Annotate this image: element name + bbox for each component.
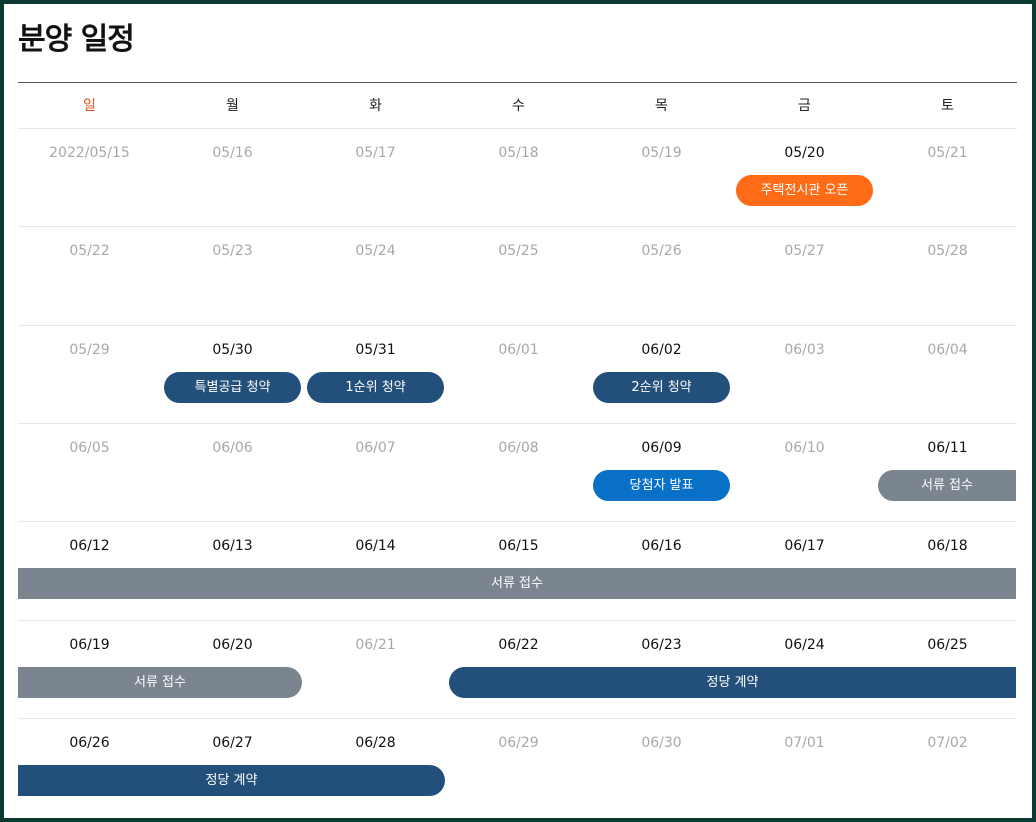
day-cell-date[interactable]: 06/04 xyxy=(927,342,968,358)
week-divider xyxy=(18,423,1017,424)
weekday-mon: 월 xyxy=(226,98,239,114)
page-title: 분양 일정 xyxy=(18,22,135,57)
week-divider xyxy=(18,325,1017,326)
week-divider xyxy=(18,620,1017,621)
event-bar[interactable]: 당첨자 발표 xyxy=(593,470,730,501)
event-bar[interactable]: 정당 계약 xyxy=(18,765,445,796)
event-bar[interactable]: 주택전시관 오픈 xyxy=(736,175,873,206)
day-cell-date[interactable]: 2022/05/15 xyxy=(49,145,130,161)
day-cell-date[interactable]: 05/19 xyxy=(641,145,682,161)
day-cell-date[interactable]: 07/01 xyxy=(784,735,825,751)
event-bar[interactable]: 서류 접수 xyxy=(18,667,302,698)
day-cell-date[interactable]: 06/15 xyxy=(498,538,539,554)
day-cell-date[interactable]: 06/19 xyxy=(69,637,110,653)
event-bar[interactable]: 서류 접수 xyxy=(18,568,1016,599)
day-cell-date[interactable]: 06/24 xyxy=(784,637,825,653)
day-cell-date[interactable]: 06/14 xyxy=(355,538,396,554)
day-cell-date[interactable]: 05/25 xyxy=(498,243,539,259)
day-cell-date[interactable]: 05/22 xyxy=(69,243,110,259)
event-bar[interactable]: 1순위 청약 xyxy=(307,372,444,403)
day-cell-date[interactable]: 06/21 xyxy=(355,637,396,653)
day-cell-date[interactable]: 05/17 xyxy=(355,145,396,161)
day-cell-date[interactable]: 05/26 xyxy=(641,243,682,259)
weekday-sat: 토 xyxy=(941,98,954,114)
event-bar[interactable]: 정당 계약 xyxy=(449,667,1016,698)
day-cell-date[interactable]: 06/13 xyxy=(212,538,253,554)
calendar-panel: 분양 일정 일 월 화 수 목 금 토 2022/05/15 05/16 05/17… xyxy=(4,4,1032,818)
weekday-thu: 목 xyxy=(655,98,668,114)
week-divider xyxy=(18,226,1017,227)
day-cell-date[interactable]: 05/24 xyxy=(355,243,396,259)
day-cell-date[interactable]: 05/18 xyxy=(498,145,539,161)
event-bar[interactable]: 2순위 청약 xyxy=(593,372,730,403)
week-divider xyxy=(18,521,1017,522)
day-cell-date[interactable]: 06/20 xyxy=(212,637,253,653)
day-cell-date[interactable]: 06/18 xyxy=(927,538,968,554)
day-cell-date[interactable]: 05/29 xyxy=(69,342,110,358)
day-cell-date[interactable]: 06/26 xyxy=(69,735,110,751)
weekday-wed: 수 xyxy=(512,98,525,114)
day-cell-date[interactable]: 05/28 xyxy=(927,243,968,259)
day-cell-date[interactable]: 06/23 xyxy=(641,637,682,653)
day-cell-date[interactable]: 05/21 xyxy=(927,145,968,161)
day-cell-date[interactable]: 06/16 xyxy=(641,538,682,554)
day-cell-date[interactable]: 05/27 xyxy=(784,243,825,259)
day-cell-date[interactable]: 06/29 xyxy=(498,735,539,751)
weekday-header: 일 월 화 수 목 금 토 xyxy=(18,84,1017,129)
day-cell-date[interactable]: 06/08 xyxy=(498,440,539,456)
day-cell-date[interactable]: 06/11 xyxy=(927,440,968,456)
header-divider xyxy=(18,82,1017,83)
day-cell-date[interactable]: 05/30 xyxy=(212,342,253,358)
day-cell-date[interactable]: 06/22 xyxy=(498,637,539,653)
day-cell-date[interactable]: 06/28 xyxy=(355,735,396,751)
day-cell-date[interactable]: 07/02 xyxy=(927,735,968,751)
day-cell-date[interactable]: 06/10 xyxy=(784,440,825,456)
day-cell-date[interactable]: 06/09 xyxy=(641,440,682,456)
day-cell-date[interactable]: 05/20 xyxy=(784,145,825,161)
day-cell-date[interactable]: 06/05 xyxy=(69,440,110,456)
day-cell-date[interactable]: 06/02 xyxy=(641,342,682,358)
day-cell-date[interactable]: 06/07 xyxy=(355,440,396,456)
day-cell-date[interactable]: 06/25 xyxy=(927,637,968,653)
weekday-fri: 금 xyxy=(798,98,811,114)
weekday-tue: 화 xyxy=(369,98,382,114)
day-cell-date[interactable]: 05/16 xyxy=(212,145,253,161)
day-cell-date[interactable]: 06/03 xyxy=(784,342,825,358)
day-cell-date[interactable]: 06/12 xyxy=(69,538,110,554)
week-divider xyxy=(18,718,1017,719)
day-cell-date[interactable]: 05/31 xyxy=(355,342,396,358)
day-cell-date[interactable]: 05/23 xyxy=(212,243,253,259)
week-divider xyxy=(18,128,1017,129)
weekday-sun: 일 xyxy=(83,98,96,114)
day-cell-date[interactable]: 06/30 xyxy=(641,735,682,751)
day-cell-date[interactable]: 06/17 xyxy=(784,538,825,554)
day-cell-date[interactable]: 06/06 xyxy=(212,440,253,456)
event-bar[interactable]: 서류 접수 xyxy=(878,470,1016,501)
day-cell-date[interactable]: 06/01 xyxy=(498,342,539,358)
event-bar[interactable]: 특별공급 청약 xyxy=(164,372,301,403)
day-cell-date[interactable]: 06/27 xyxy=(212,735,253,751)
